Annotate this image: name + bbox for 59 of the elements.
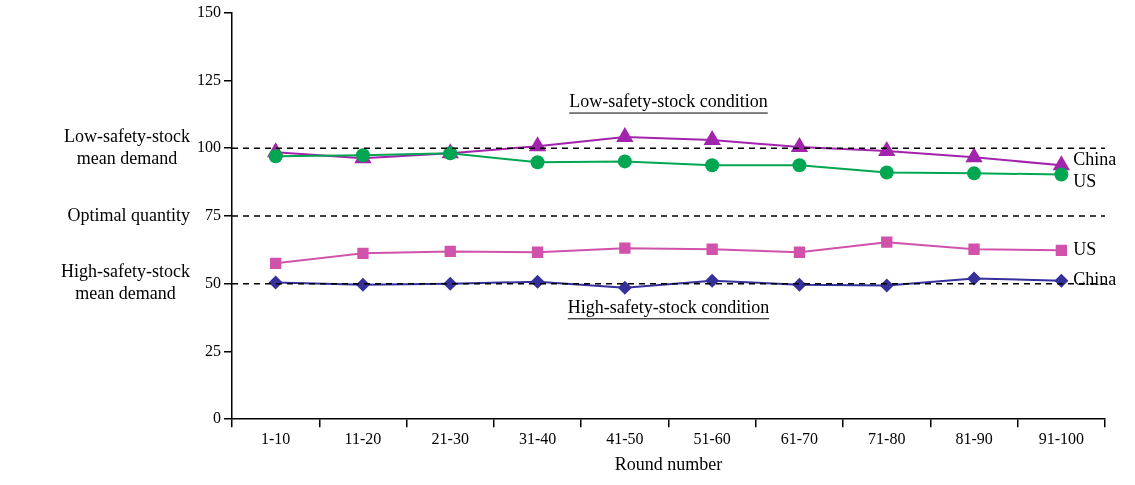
x-tick-label: 71-80 xyxy=(868,430,906,447)
series-label: China xyxy=(1073,269,1117,290)
x-tick-label: 91-100 xyxy=(1038,430,1085,447)
x-tick-label: 11-20 xyxy=(344,430,382,447)
series-label: US xyxy=(1073,171,1097,192)
point xyxy=(879,278,894,293)
y-tick-label: 150 xyxy=(197,2,221,20)
y-tick-label: 0 xyxy=(213,409,221,427)
point xyxy=(531,246,544,258)
point xyxy=(967,271,982,286)
ref-line-label: High-safety-stock mean demand xyxy=(61,261,190,304)
point xyxy=(967,166,982,181)
point xyxy=(968,243,980,255)
point xyxy=(530,274,545,289)
series-label: China xyxy=(1073,148,1117,169)
point xyxy=(1054,273,1069,288)
point xyxy=(616,127,634,143)
point xyxy=(793,246,806,258)
y-tick-label: 50 xyxy=(205,273,221,291)
point xyxy=(619,242,631,254)
point xyxy=(1055,244,1068,256)
point xyxy=(1054,167,1069,182)
point xyxy=(792,158,807,173)
point xyxy=(355,277,370,292)
point xyxy=(965,147,983,163)
annotation: Low-safety-stock condition xyxy=(569,90,768,111)
y-tick-label: 25 xyxy=(205,341,221,359)
annotation: High-safety-stock condition xyxy=(567,296,770,317)
ref-line-label: Low-safety-stock mean demand xyxy=(64,125,191,168)
series-label: US xyxy=(1073,239,1097,260)
x-axis-title: Round number xyxy=(614,453,723,474)
y-tick-label: 75 xyxy=(205,206,221,224)
point xyxy=(706,243,718,255)
y-tick-label: 100 xyxy=(197,138,221,156)
x-tick-label: 1-10 xyxy=(260,430,291,447)
point xyxy=(878,141,896,157)
point xyxy=(268,275,283,290)
point xyxy=(792,277,807,292)
x-tick-label: 31-40 xyxy=(518,430,557,447)
ref-line-label: Optimal quantity xyxy=(67,204,190,225)
y-tick-label: 125 xyxy=(197,70,221,88)
point xyxy=(617,154,632,169)
point xyxy=(617,280,632,295)
x-tick-label: 61-70 xyxy=(780,430,819,447)
point xyxy=(530,155,545,170)
x-tick-label: 81-90 xyxy=(955,430,993,447)
x-tick-label: 41-50 xyxy=(606,430,644,447)
x-tick-label: 51-60 xyxy=(693,430,731,447)
point xyxy=(705,158,720,173)
point xyxy=(269,257,282,269)
point xyxy=(443,276,458,291)
point xyxy=(703,130,721,145)
point xyxy=(444,245,456,258)
point xyxy=(357,247,369,259)
point xyxy=(268,149,283,164)
point xyxy=(881,236,893,248)
x-tick-label: 21-30 xyxy=(431,430,469,447)
point xyxy=(705,273,720,288)
point xyxy=(879,165,894,180)
